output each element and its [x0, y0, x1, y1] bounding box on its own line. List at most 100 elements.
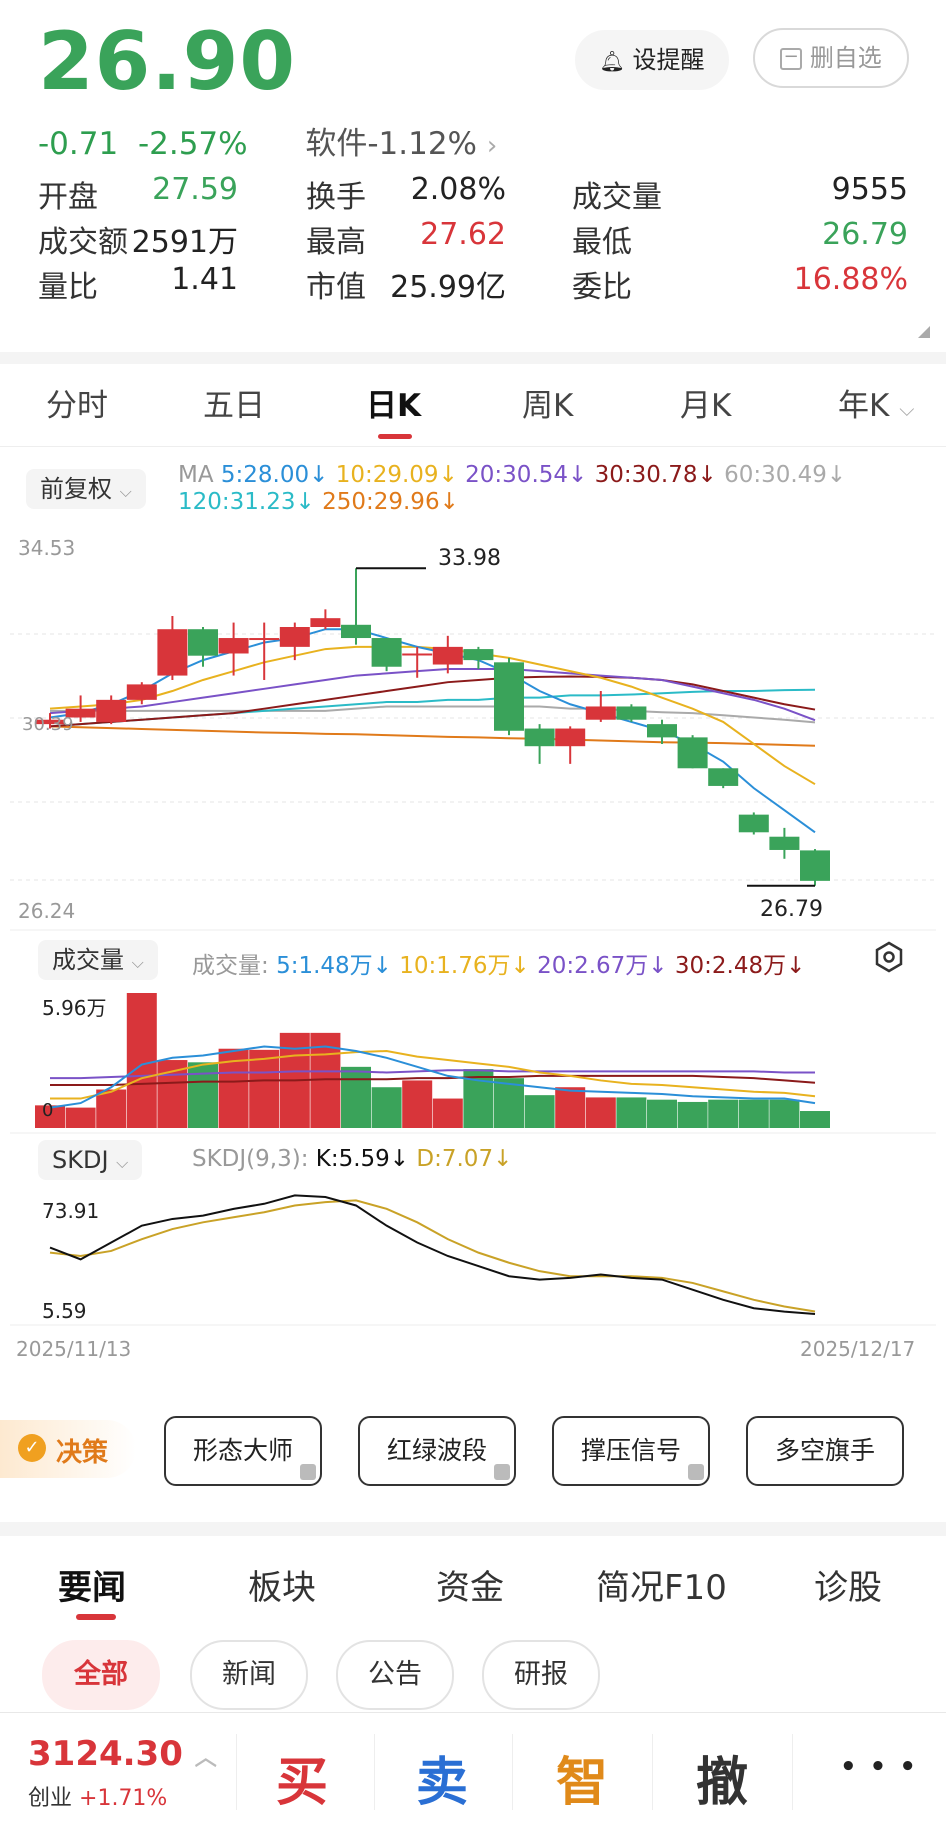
tool-long-short-flag[interactable]: 多空旗手: [746, 1416, 904, 1486]
stat-value: 27.59: [152, 172, 238, 207]
sell-button[interactable]: 卖: [416, 1753, 469, 1813]
skdj-d-value: D:7.07↓: [416, 1146, 513, 1172]
set-alert-label: 设提醒: [632, 46, 705, 74]
decision-badge[interactable]: ✓ 决策: [0, 1420, 136, 1478]
adjust-dropdown[interactable]: 前复权 ⌵: [26, 469, 146, 509]
stat-value: 1.41: [171, 262, 238, 297]
ma-legend-row1: MA 5:28.00↓ 10:29.09↓ 20:30.54↓ 30:30.78…: [178, 462, 846, 488]
tab-yearly-k-label: 年K: [838, 388, 890, 424]
lock-icon: [688, 1464, 704, 1480]
skdj-legend: SKDJ(9,3): K:5.59↓ D:7.07↓: [192, 1146, 512, 1172]
chip-research[interactable]: 研报: [482, 1640, 600, 1710]
vol-ma30-label: 30:2.48万↓: [674, 953, 806, 979]
index-change: +1.71%: [79, 1786, 168, 1811]
candle-body: [677, 737, 708, 769]
candle-body: [279, 627, 310, 647]
tool-red-green-band[interactable]: 红绿波段: [358, 1416, 516, 1486]
skdj-params: SKDJ(9,3):: [192, 1146, 309, 1172]
high-price-label: 33.98: [438, 546, 501, 571]
volume-max-label: 5.96万: [42, 996, 107, 1020]
volume-bar: [677, 1101, 708, 1128]
news-tab-headlines[interactable]: 要闻: [58, 1568, 126, 1608]
tab-weekly-k[interactable]: 周K: [522, 388, 574, 424]
buy-button[interactable]: 买: [276, 1753, 329, 1813]
tab-monthly-k[interactable]: 月K: [680, 388, 732, 424]
volume-bar: [738, 1099, 769, 1128]
y-min-label: 26.24: [18, 899, 75, 923]
ma20-line: [49, 667, 816, 722]
candle-body: [96, 699, 127, 722]
volume-bar: [65, 1107, 96, 1128]
tab-five-day[interactable]: 五日: [203, 388, 265, 424]
lock-icon: [300, 1464, 316, 1480]
divider: [0, 352, 946, 364]
y-mid-label: 30.39: [22, 714, 74, 735]
skdj-selector-label: SKDJ: [52, 1146, 109, 1174]
tab-daily-k[interactable]: 日K: [366, 388, 422, 424]
stat-value: 16.88%: [793, 262, 908, 297]
decision-icon: ✓: [18, 1434, 46, 1462]
tab-yearly-k[interactable]: 年K ⌵: [838, 380, 914, 425]
news-tab-diagnosis[interactable]: 诊股: [814, 1568, 882, 1608]
volume-bar: [96, 1089, 127, 1128]
stat-value: 2591万: [131, 225, 238, 260]
stat-label: 最高: [306, 225, 366, 260]
tool-support-resistance[interactable]: 撑压信号: [552, 1416, 710, 1486]
more-menu-icon[interactable]: • • •: [840, 1752, 918, 1782]
divider: [512, 1734, 513, 1810]
skdj-indicator-dropdown[interactable]: SKDJ ⌵: [38, 1140, 143, 1180]
tool-label: 红绿波段: [386, 1436, 487, 1465]
tool-label: 多空旗手: [774, 1436, 875, 1465]
index-ticker[interactable]: 3124.30 ︿ 创业 +1.71%: [28, 1734, 217, 1812]
y-max-label: 34.53: [18, 536, 75, 560]
resize-corner-icon: [918, 326, 930, 338]
chip-announcements[interactable]: 公告: [336, 1640, 454, 1710]
candle-body: [35, 719, 65, 725]
chip-all[interactable]: 全部: [42, 1640, 160, 1710]
price-change: -0.71: [38, 126, 119, 162]
set-alert-button[interactable]: 🔔︎ 设提醒: [575, 30, 729, 90]
skdj-min-label: 5.59: [42, 1299, 87, 1323]
candle-body: [249, 638, 280, 641]
lock-icon: [494, 1464, 510, 1480]
volume-bar: [371, 1087, 402, 1128]
ma30-label: 30:30.78↓: [594, 462, 717, 488]
candle-body: [494, 662, 524, 731]
vol-ma20-label: 20:2.67万↓: [537, 953, 668, 979]
stat-label: 量比: [38, 270, 98, 305]
volume-bar: [555, 1087, 586, 1128]
settings-hexagon-icon[interactable]: [872, 940, 906, 974]
volume-bar: [800, 1111, 830, 1128]
candle-body: [218, 638, 249, 654]
chip-news[interactable]: 新闻: [190, 1640, 308, 1710]
volume-indicator-dropdown[interactable]: 成交量 ⌵: [38, 940, 158, 980]
ma-legend-row2: 120:31.23↓ 250:29.96↓: [178, 489, 459, 515]
low-price-label: 26.79: [760, 897, 823, 922]
minus-box-icon: −: [780, 48, 803, 70]
news-tab-sectors[interactable]: 板块: [248, 1568, 316, 1608]
chevron-down-icon: ⌵: [116, 1153, 129, 1172]
news-tab-funds[interactable]: 资金: [436, 1568, 504, 1608]
kline-chart[interactable]: 34.53 26.24 30.39 33.98 26.79 5.96万 0 73…: [0, 530, 946, 1360]
sector-change: 软件-1.12%: [305, 126, 477, 162]
remove-watchlist-button[interactable]: − 删自选: [753, 28, 909, 88]
volume-bar: [126, 993, 157, 1128]
stat-label: 开盘: [38, 180, 98, 215]
decision-label: 决策: [56, 1438, 109, 1468]
volume-bar: [341, 1066, 371, 1128]
news-tab-f10[interactable]: 简况F10: [596, 1568, 727, 1608]
divider: [652, 1734, 653, 1810]
stat-value: 25.99亿: [390, 270, 506, 305]
tab-intraday[interactable]: 分时: [46, 388, 108, 424]
chevron-down-icon: ⌵: [131, 953, 144, 972]
ma120-label: 120:31.23↓: [178, 489, 315, 515]
tool-pattern-master[interactable]: 形态大师: [164, 1416, 322, 1486]
sector-link[interactable]: 软件-1.12% ›: [305, 126, 497, 162]
cancel-order-button[interactable]: 撤: [696, 1753, 749, 1813]
candle-body: [800, 850, 830, 881]
smart-button[interactable]: 智: [556, 1753, 609, 1813]
chevron-right-icon: ›: [486, 131, 498, 161]
tool-label: 撑压信号: [580, 1436, 681, 1465]
candle-body: [310, 618, 341, 628]
vol-ma10-label: 10:1.76万↓: [399, 953, 530, 979]
